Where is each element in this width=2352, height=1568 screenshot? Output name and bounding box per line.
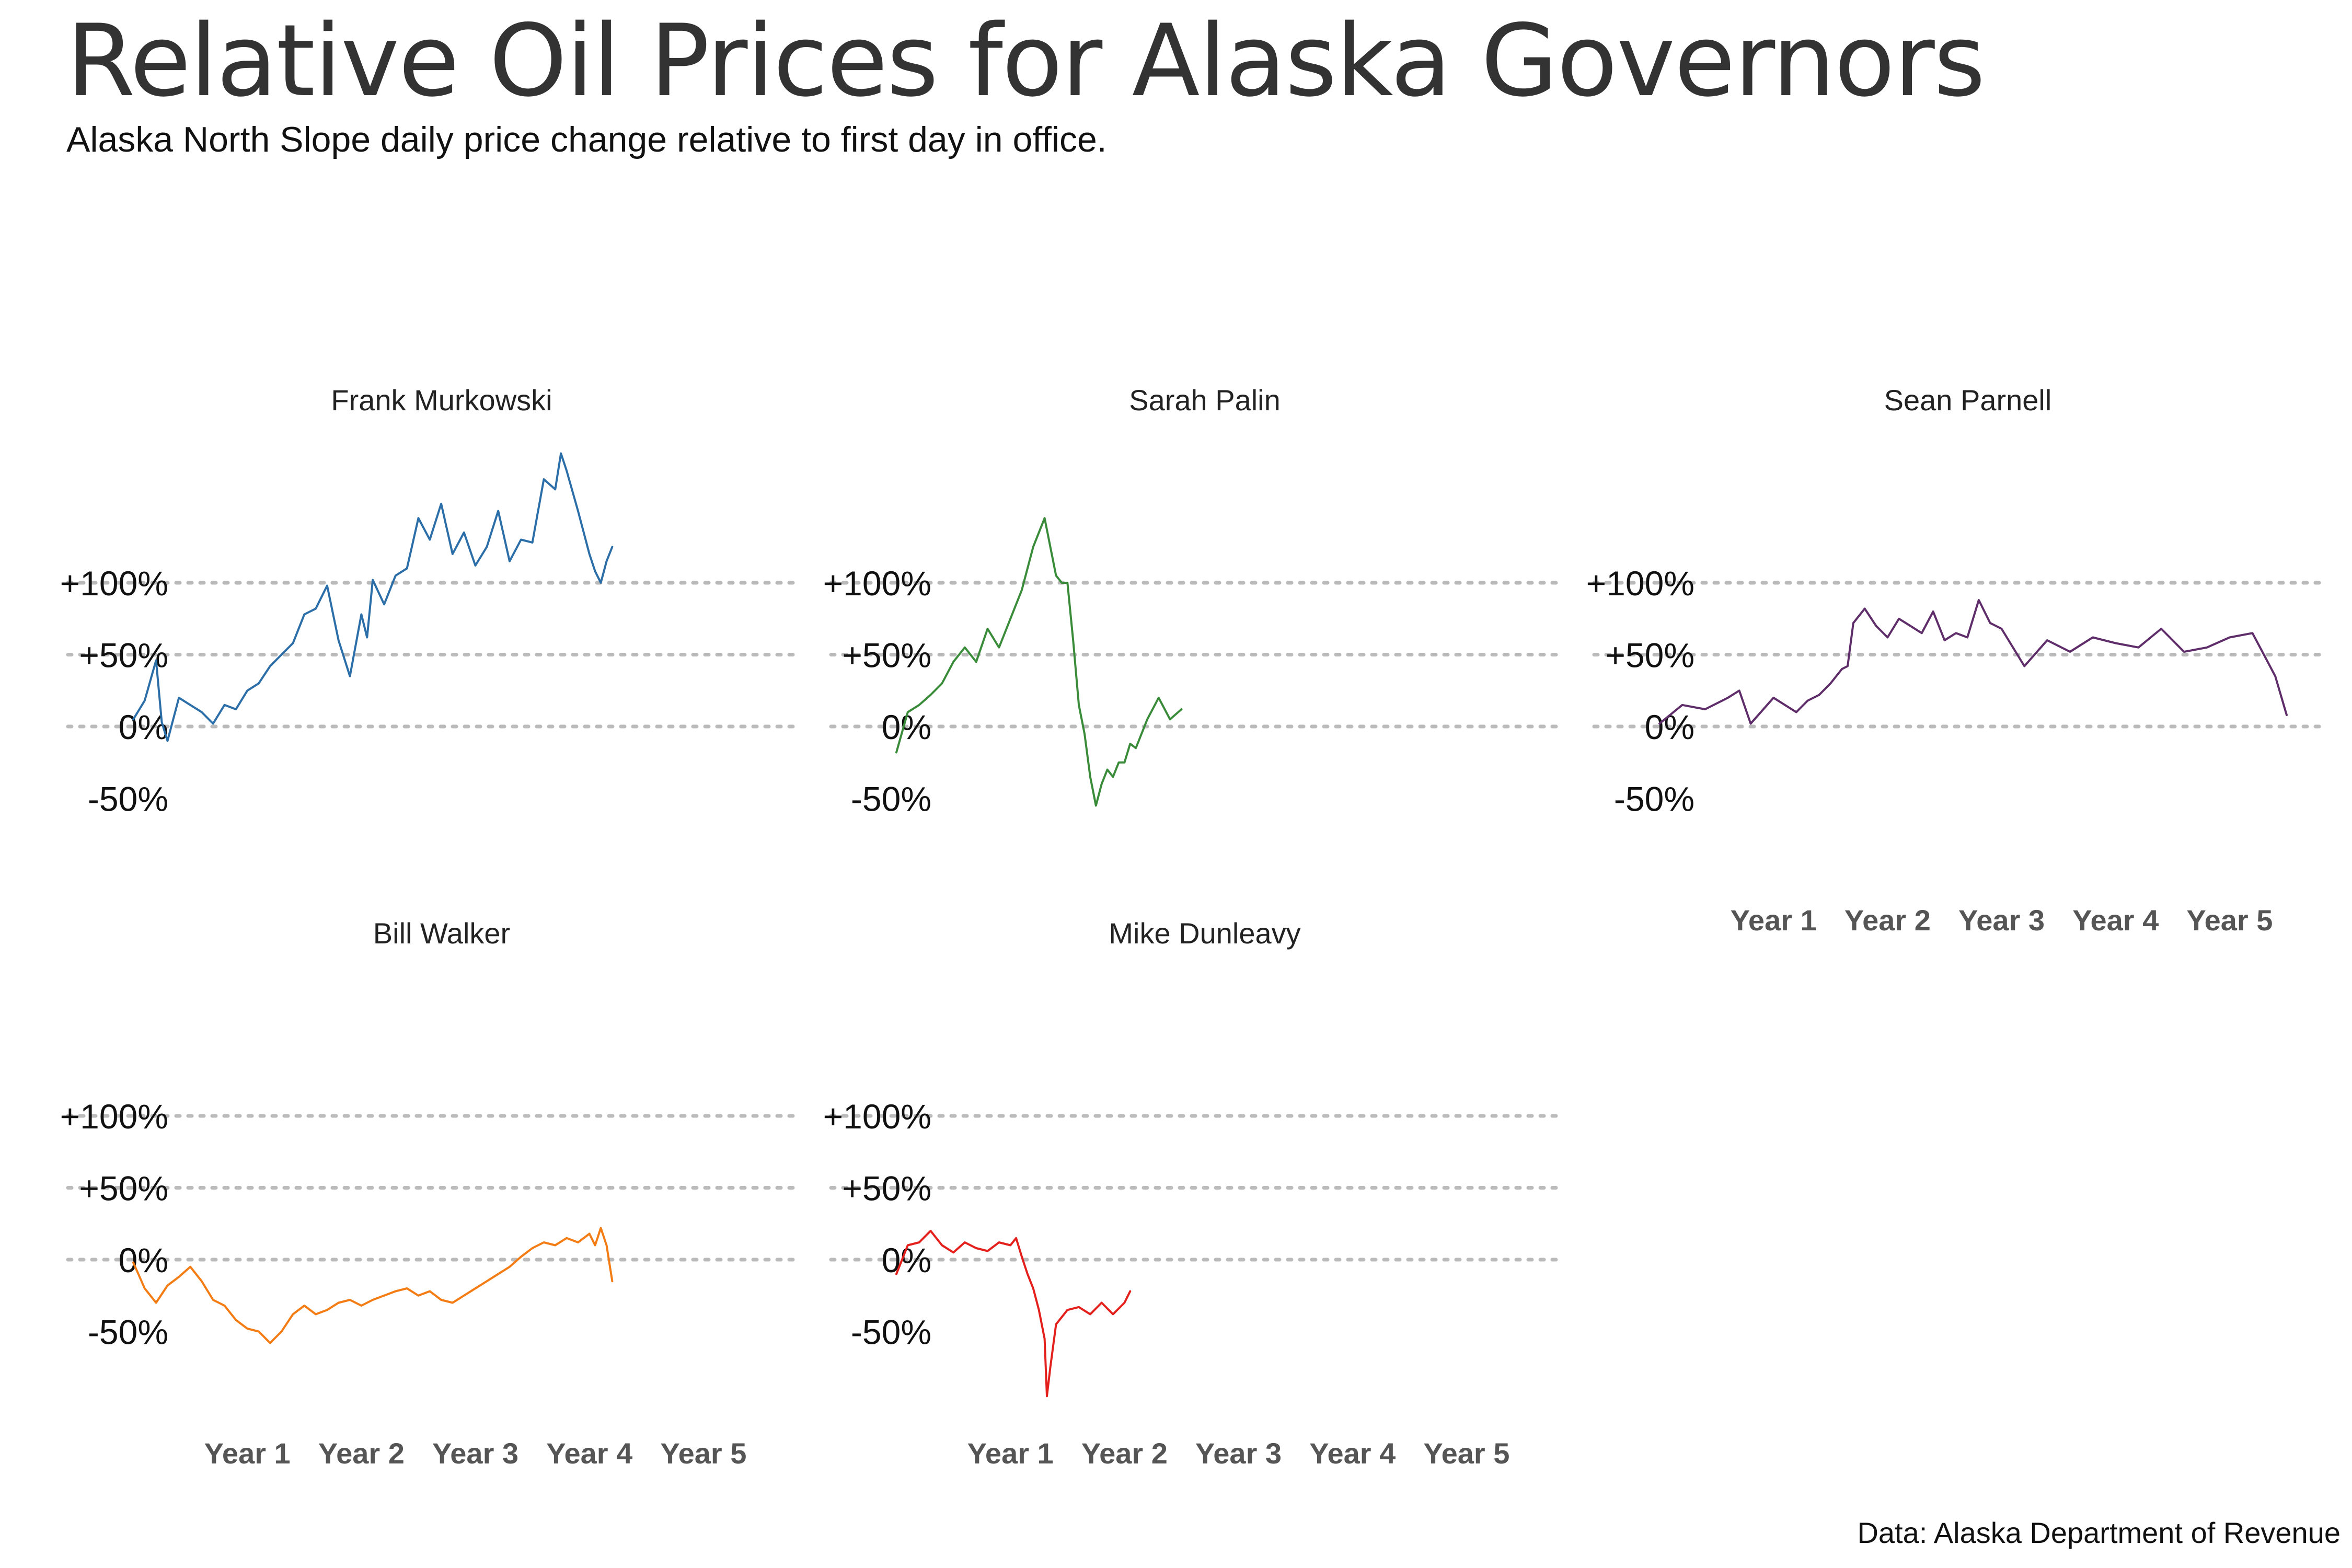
y-tick-label: 0% bbox=[1645, 708, 1694, 746]
panel-2: Sarah Palin-50%0%+50%+100% bbox=[823, 384, 1565, 818]
y-tick-label: -50% bbox=[88, 780, 168, 818]
panel-4: Bill Walker -50% 0% +50% +100% Year 1 Year 2 Ye… bbox=[60, 917, 802, 1470]
x-tick-label: Year 4 bbox=[2072, 904, 2159, 937]
y-tick-label: +50% bbox=[842, 1169, 931, 1208]
x-tick-label: Year 4 bbox=[1309, 1437, 1396, 1470]
x-tick-label: Year 3 bbox=[1958, 904, 2045, 937]
series-line bbox=[132, 452, 614, 742]
y-tick-label: -50% bbox=[1614, 780, 1694, 818]
x-tick-label: Year 1 bbox=[967, 1437, 1054, 1470]
series-line bbox=[132, 1227, 614, 1344]
y-tick-label: -50% bbox=[88, 1313, 168, 1352]
x-tick-label: Year 1 bbox=[204, 1437, 291, 1470]
y-tick-label: +100% bbox=[60, 564, 168, 603]
x-tick-label: Year 5 bbox=[660, 1437, 746, 1470]
panel-title: Bill Walker bbox=[373, 917, 510, 950]
panel-title: Sean Parnell bbox=[1884, 384, 2052, 417]
y-tick-label: +100% bbox=[823, 1097, 931, 1136]
chart-title: Relative Oil Prices for Alaska Governors bbox=[66, 3, 1986, 119]
y-tick-label: +50% bbox=[842, 636, 931, 675]
panel-title: Frank Murkowski bbox=[331, 384, 552, 417]
x-tick-label: Year 4 bbox=[546, 1437, 632, 1470]
y-tick-label: +100% bbox=[1586, 564, 1694, 603]
x-tick-label: Year 1 bbox=[1731, 904, 1817, 937]
panel-title: Mike Dunleavy bbox=[1109, 917, 1300, 950]
x-tick-label: Year 3 bbox=[432, 1437, 518, 1470]
series-line bbox=[895, 517, 1183, 807]
panel-3: Sean Parnell -50% 0% +50% +100% Year 1 Year 2 Y… bbox=[1586, 384, 2328, 937]
y-tick-label: +50% bbox=[1605, 636, 1694, 675]
y-tick-label: +100% bbox=[823, 564, 931, 603]
x-tick-label: Year 5 bbox=[2186, 904, 2273, 937]
y-tick-label: -50% bbox=[851, 1313, 931, 1352]
y-tick-label: 0% bbox=[119, 1241, 168, 1279]
x-tick-label: Year 2 bbox=[1081, 1437, 1168, 1470]
series-line bbox=[895, 1230, 1132, 1398]
x-tick-label: Year 2 bbox=[318, 1437, 405, 1470]
panel-1: Frank Murkowski-50%0%+50%+100% bbox=[60, 384, 802, 818]
data-source-caption: Data: Alaska Department of Revenue bbox=[1857, 1516, 2341, 1549]
x-tick-label: Year 2 bbox=[1844, 904, 1931, 937]
y-tick-label: +50% bbox=[79, 1169, 168, 1208]
y-tick-label: +50% bbox=[79, 636, 168, 675]
x-tick-label: Year 5 bbox=[1423, 1437, 1509, 1470]
panel-title: Sarah Palin bbox=[1129, 384, 1281, 417]
panel-5: Mike Dunleavy-50%0%+50%+100%Year 1 Year 2… bbox=[823, 917, 1565, 1470]
y-tick-label: -50% bbox=[851, 780, 931, 818]
series-line bbox=[1658, 599, 2288, 725]
chart-subtitle: Alaska North Slope daily price change re… bbox=[66, 120, 1107, 159]
x-tick-label: Year 3 bbox=[1195, 1437, 1282, 1470]
y-tick-label: +100% bbox=[60, 1097, 168, 1136]
